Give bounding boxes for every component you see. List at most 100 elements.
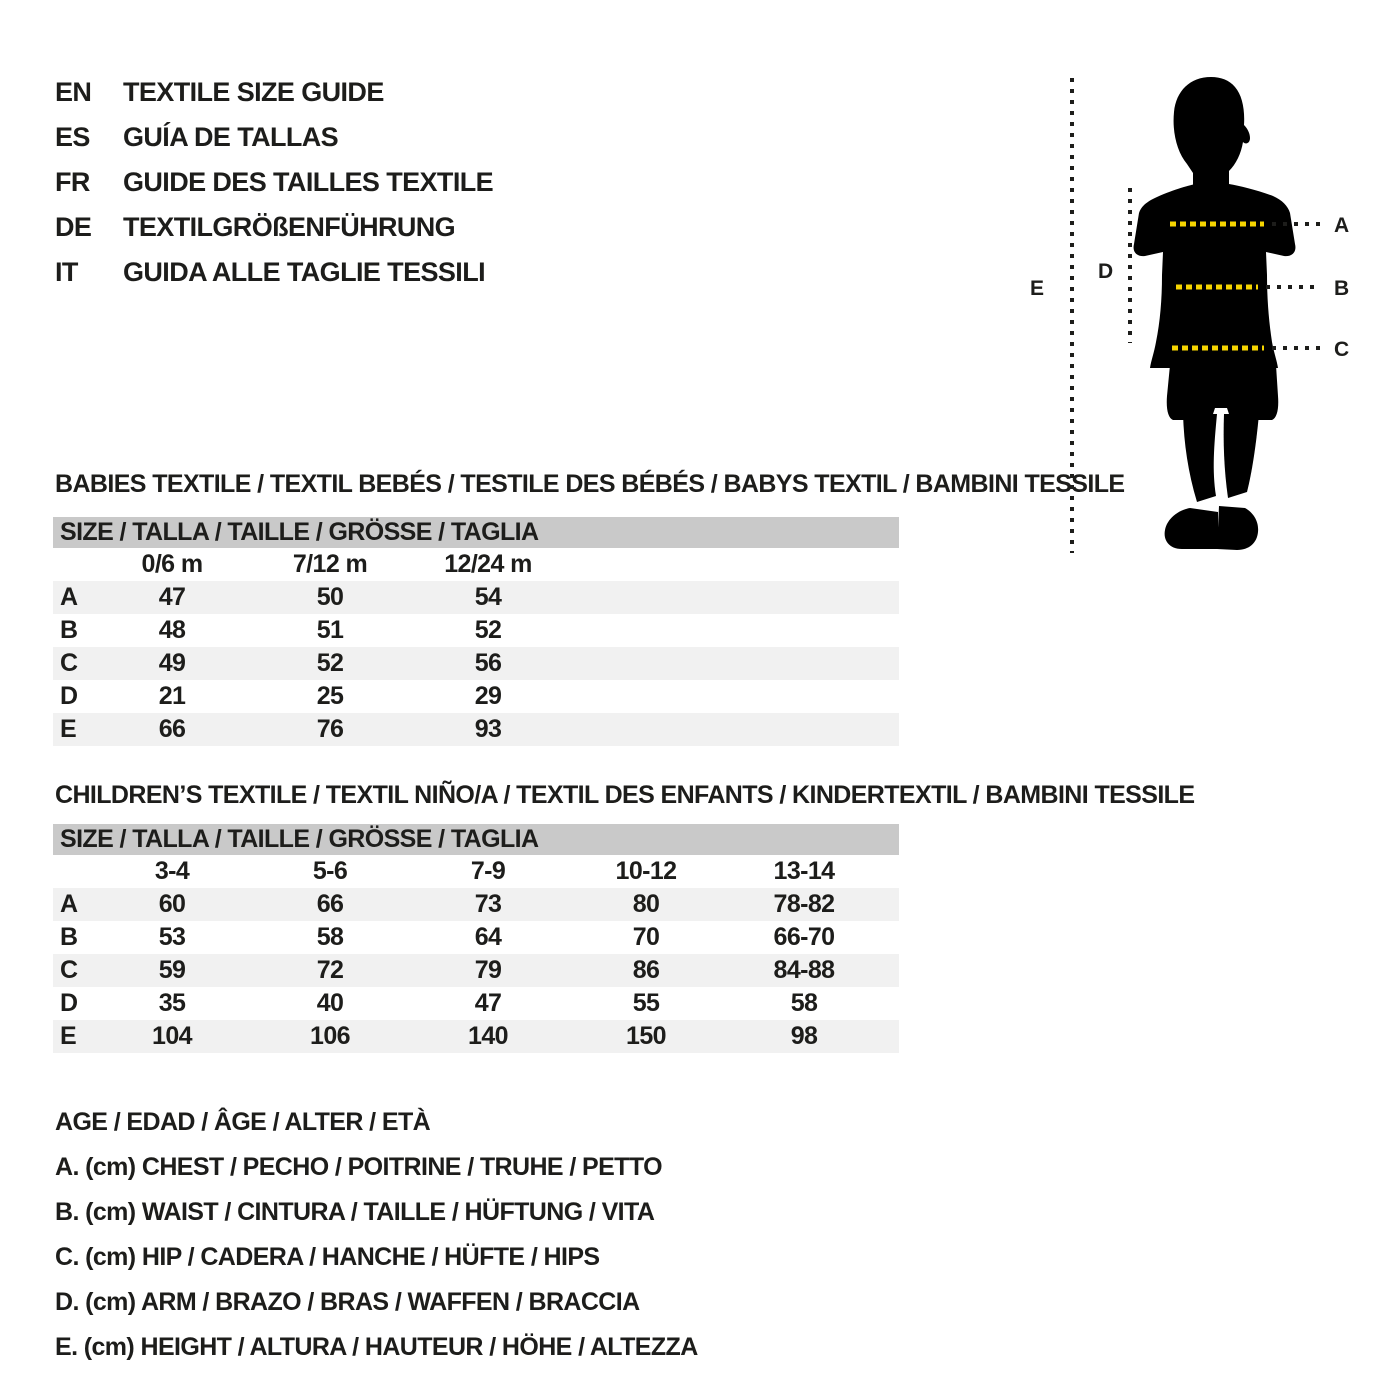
row-label: A [60,583,78,611]
silhouette-right-leg [1223,414,1259,498]
measure-label-b: B [1334,277,1349,300]
silhouette-right-shoe [1217,506,1259,550]
table-cell: 53 [158,923,186,951]
column-header-row: 3-4 5-6 7-9 10-12 13-14 [53,855,899,888]
language-title: GUIDA ALLE TAGLIE TESSILI [123,257,486,287]
children-size-table: SIZE / TALLA / TAILLE / GRÖSSE / TAGLIA … [53,824,899,1053]
table-cell: 56 [474,649,502,677]
table-cell: 106 [310,1022,351,1050]
measure-label-c: C [1334,338,1349,361]
table-cell: 25 [316,682,344,710]
legend-line-height: E. (cm) HEIGHT / ALTURA / HAUTEUR / HÖHE… [55,1333,698,1361]
table-cell: 66 [316,890,344,918]
table-cell: 35 [158,989,186,1017]
legend-line-chest: A. (cm) CHEST / PECHO / POITRINE / TRUHE… [55,1153,663,1181]
table-row: E 66 76 93 [53,713,899,746]
language-code: IT [55,257,78,287]
column-header: 3-4 [154,857,190,885]
language-title: GUÍA DE TALLAS [123,122,339,152]
table-cell: 64 [474,923,502,951]
babies-section-title: BABIES TEXTILE / TEXTIL BEBÉS / TESTILE … [55,470,1125,498]
row-label: C [60,956,78,984]
legend-age-line: AGE / EDAD / ÂGE / ALTER / ETÀ [55,1108,431,1136]
table-row: C 49 52 56 [53,647,899,680]
table-cell: 66-70 [773,923,836,951]
column-header: 0/6 m [141,550,204,578]
column-header: 7/12 m [292,550,368,578]
measure-label-d: D [1098,260,1113,283]
row-label: C [60,649,78,677]
table-cell: 59 [158,956,186,984]
table-row: E 104 106 140 150 98 [53,1020,899,1053]
table-cell: 47 [474,989,502,1017]
row-label: B [60,616,78,644]
table-cell: 52 [316,649,344,677]
language-code: FR [55,167,90,197]
row-label: B [60,923,78,951]
table-cell: 86 [632,956,660,984]
table-row: D 21 25 29 [53,680,899,713]
language-code: ES [55,122,90,152]
table-cell: 98 [790,1022,818,1050]
column-header: 5-6 [312,857,348,885]
size-header-bar: SIZE / TALLA / TAILLE / GRÖSSE / TAGLIA [53,517,899,548]
table-row: B 53 58 64 70 66-70 [53,921,899,954]
measure-label-a: A [1334,214,1349,237]
language-code: DE [55,212,92,242]
table-row: B 48 51 52 [53,614,899,647]
table-cell: 93 [474,715,502,743]
table-row: A 60 66 73 80 78-82 [53,888,899,921]
table-cell: 80 [632,890,660,918]
language-row: DE TEXTILGRÖßENFÜHRUNG [55,205,493,250]
table-cell: 50 [316,583,344,611]
table-cell: 78-82 [773,890,836,918]
row-label: E [60,1022,77,1050]
child-silhouette-icon [1133,77,1296,550]
row-label: D [60,682,78,710]
table-cell: 51 [316,616,344,644]
row-label: A [60,890,78,918]
language-row: FR GUIDE DES TAILLES TEXTILE [55,160,494,205]
silhouette-left-leg [1183,414,1217,502]
table-cell: 58 [316,923,344,951]
table-cell: 60 [158,890,186,918]
table-cell: 150 [626,1022,667,1050]
table-cell: 55 [632,989,660,1017]
table-row: C 59 72 79 86 84-88 [53,954,899,987]
silhouette-left-shoe [1164,508,1218,549]
measurement-legend: AGE / EDAD / ÂGE / ALTER / ETÀ A. (cm) C… [55,1100,698,1370]
table-cell: 84-88 [773,956,836,984]
language-row: EN TEXTILE SIZE GUIDE [55,70,493,115]
language-code: EN [55,77,92,107]
table-cell: 66 [158,715,186,743]
table-cell: 54 [474,583,502,611]
table-cell: 76 [316,715,344,743]
table-cell: 72 [316,956,344,984]
babies-size-table: SIZE / TALLA / TAILLE / GRÖSSE / TAGLIA … [53,517,899,746]
table-cell: 58 [790,989,818,1017]
table-cell: 140 [468,1022,509,1050]
legend-line-waist: B. (cm) WAIST / CINTURA / TAILLE / HÜFTU… [55,1198,655,1226]
table-cell: 40 [316,989,344,1017]
table-cell: 21 [158,682,186,710]
table-cell: 79 [474,956,502,984]
silhouette-head [1173,77,1250,194]
measure-label-e: E [1030,277,1044,300]
column-header: 13-14 [773,857,836,885]
measurement-diagram: A B C D E [1030,77,1349,553]
table-cell: 48 [158,616,186,644]
row-label: E [60,715,77,743]
column-header: 7-9 [470,857,506,885]
silhouette-shirt [1133,184,1296,368]
column-header-row: 0/6 m 7/12 m 12/24 m [53,548,899,581]
children-section-title: CHILDREN’S TEXTILE / TEXTIL NIÑO/A / TEX… [55,781,1195,809]
column-header: 12/24 m [444,550,532,578]
legend-line-hip: C. (cm) HIP / CADERA / HANCHE / HÜFTE / … [55,1243,600,1271]
language-row: IT GUIDA ALLE TAGLIE TESSILI [55,250,493,295]
language-title: GUIDE DES TAILLES TEXTILE [123,167,494,197]
language-title-list: EN TEXTILE SIZE GUIDE ES GUÍA DE TALLAS … [55,70,494,295]
table-row: A 47 50 54 [53,581,899,614]
table-cell: 70 [632,923,660,951]
table-cell: 73 [474,890,502,918]
